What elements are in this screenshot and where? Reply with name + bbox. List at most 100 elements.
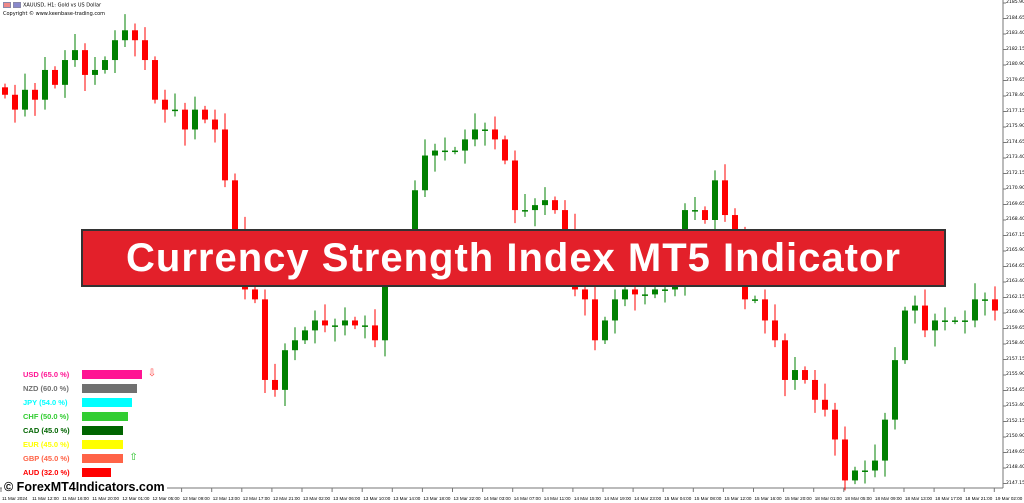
price-label: 2150.90 — [1006, 434, 1024, 439]
candle-body — [772, 320, 778, 341]
candle-body — [282, 350, 288, 390]
strength-bar — [82, 454, 124, 463]
candle — [142, 27, 148, 70]
symbol-label: XAUUSD, H1: — [23, 2, 56, 9]
candle — [782, 333, 788, 397]
candle-body — [2, 87, 8, 95]
candle-body — [722, 180, 728, 216]
candle — [912, 295, 918, 324]
candle-body — [132, 30, 138, 41]
candle-body — [982, 299, 988, 301]
candle — [132, 23, 138, 57]
time-label: 14 Mar 19:00 — [604, 496, 632, 501]
candle-body — [502, 139, 508, 161]
candle-body — [212, 119, 218, 130]
candle-body — [902, 310, 908, 361]
candle-body — [222, 129, 228, 181]
copyright-text: Copyright © www.keenbase-trading.com — [3, 11, 106, 17]
flag-icon — [3, 2, 11, 8]
candle — [852, 466, 858, 485]
time-label: 15 Mar 12:00 — [724, 496, 752, 501]
candle — [292, 327, 298, 361]
price-label: 2147.15 — [1006, 480, 1024, 486]
candle-body — [602, 320, 608, 341]
candle — [72, 34, 78, 67]
candle-body — [852, 470, 858, 481]
candle-body — [262, 299, 268, 380]
chart-header: XAUUSD, H1: Gold vs US Dollar — [3, 2, 101, 10]
candle-body — [712, 180, 718, 220]
candle-body — [22, 89, 28, 110]
strength-bar — [82, 426, 124, 435]
candle — [432, 143, 438, 172]
candle — [262, 289, 268, 393]
price-label: 2167.15 — [1006, 232, 1024, 238]
candle-body — [292, 340, 298, 351]
candle — [632, 282, 638, 311]
candle — [462, 129, 468, 164]
legend-row-aud: AUD (32.0 %) — [0, 467, 170, 479]
candle-body — [542, 200, 548, 206]
candle-body — [72, 50, 78, 61]
candle — [162, 89, 168, 123]
time-label: 13 Mar 18:00 — [423, 496, 451, 501]
time-label: 18 Mar 09:00 — [874, 496, 902, 501]
price-label: 2170.90 — [1006, 186, 1024, 191]
time-label: 12 Mar 09:00 — [182, 496, 210, 501]
strength-bar — [82, 370, 142, 379]
candle-body — [322, 320, 328, 326]
strength-bar — [82, 398, 132, 407]
currency-label: GBP (45.0 %) — [23, 454, 70, 463]
time-label: 11 Mar 16:00 — [62, 496, 89, 501]
arrow-down-icon: ⇩ — [147, 368, 157, 379]
watermark: © ForexMT4Indicators.com — [2, 480, 167, 494]
time-label: 13 Mar 10:00 — [363, 496, 391, 501]
candle-body — [622, 289, 628, 300]
time-label: 15 Mar 20:00 — [784, 496, 812, 501]
candle-body — [472, 129, 478, 140]
time-label: 14 Mar 03:00 — [483, 496, 511, 501]
time-label: 12 Mar 05:00 — [152, 496, 180, 501]
price-label: 2158.40 — [1006, 341, 1024, 346]
candle — [892, 347, 898, 430]
candle-body — [272, 379, 278, 390]
candle — [882, 412, 888, 477]
price-label: 2174.65 — [1006, 139, 1024, 145]
candle-body — [362, 325, 368, 327]
price-label: 2154.65 — [1006, 387, 1024, 393]
candle — [122, 14, 128, 48]
candle — [552, 196, 558, 214]
price-label: 2165.90 — [1006, 248, 1024, 253]
time-label: 12 Mar 13:00 — [212, 496, 240, 501]
time-label: 11 Mar 12:00 — [32, 496, 59, 501]
candle-body — [442, 150, 448, 153]
strength-bar — [82, 468, 112, 477]
candle-body — [532, 205, 538, 211]
candle — [482, 122, 488, 146]
candle — [182, 102, 188, 146]
candle-body — [752, 299, 758, 301]
candle — [702, 206, 708, 224]
candle-body — [882, 419, 888, 461]
candle-body — [632, 289, 638, 295]
banner-title: Currency Strength Index MT5 Indicator — [126, 236, 901, 280]
candle — [282, 343, 288, 406]
time-label: 18 Mar 05:00 — [844, 496, 872, 501]
currency-label: AUD (32.0 %) — [23, 468, 70, 477]
candle — [592, 286, 598, 351]
price-label: 2164.65 — [1006, 263, 1024, 269]
candle — [152, 56, 158, 104]
candle — [312, 310, 318, 344]
candle-body — [12, 94, 18, 110]
candle-body — [332, 325, 338, 327]
candle — [172, 93, 178, 117]
candle — [952, 316, 958, 325]
price-label: 2163.40 — [1006, 279, 1024, 284]
candle-body — [862, 470, 868, 472]
price-label: 2179.65 — [1006, 77, 1024, 83]
candle-body — [492, 129, 498, 140]
candle-body — [142, 40, 148, 61]
candle — [752, 295, 758, 304]
candle — [372, 309, 378, 348]
